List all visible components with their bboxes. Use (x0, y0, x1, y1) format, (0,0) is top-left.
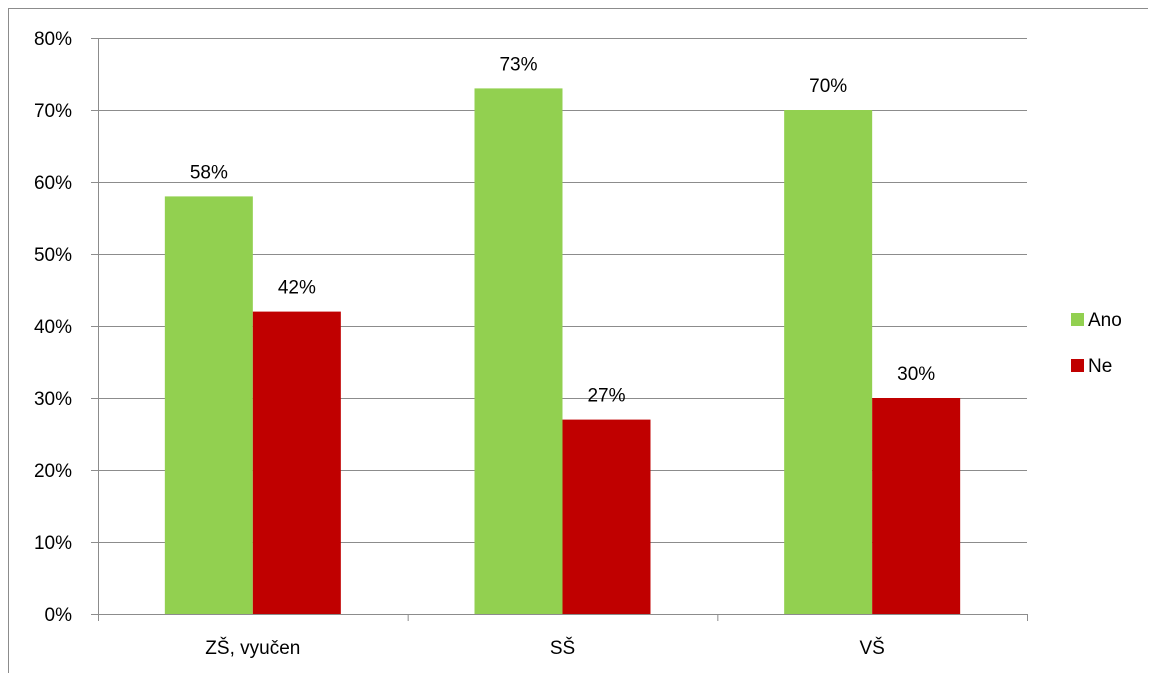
legend-label-ano: Ano (1088, 310, 1122, 331)
bars (164, 88, 961, 614)
x-tick-label: ZŠ, vyučen (205, 637, 300, 659)
data-label: 70% (809, 76, 847, 97)
axes: 0% 10% 20% 30% 40% 50% 60% 70% 80% ZŠ, vyučen SŠ VŠ (34, 29, 1028, 659)
bar-ne (252, 311, 341, 614)
data-label: 73% (499, 54, 537, 75)
y-tick-label: 70% (34, 101, 72, 122)
legend-label-ne: Ne (1088, 356, 1112, 377)
y-tick-label: 40% (34, 317, 72, 338)
y-tick-label: 10% (34, 533, 72, 554)
y-tick-label: 80% (34, 29, 72, 50)
x-tick-label: VŠ (859, 637, 884, 659)
data-label: 58% (190, 162, 228, 183)
data-label: 42% (278, 278, 316, 299)
y-tick-label: 0% (45, 605, 73, 626)
legend-swatch-ano (1071, 313, 1084, 326)
bar-ne (872, 398, 961, 614)
bar-ano (164, 196, 253, 614)
data-label: 27% (587, 386, 625, 407)
y-tick-label: 60% (34, 173, 72, 194)
bar-ano (474, 88, 563, 614)
y-tick-label: 30% (34, 389, 72, 410)
legend-swatch-ne (1071, 359, 1084, 372)
y-tick-label: 20% (34, 461, 72, 482)
bar-ano (784, 110, 873, 614)
legend: Ano Ne (1071, 310, 1122, 377)
x-tick-label: SŠ (550, 637, 575, 659)
data-label: 30% (897, 364, 935, 385)
bar-ne (562, 419, 651, 614)
data-labels: 58% 42% 73% 27% 70% 30% (190, 54, 935, 406)
y-tick-label: 50% (34, 245, 72, 266)
